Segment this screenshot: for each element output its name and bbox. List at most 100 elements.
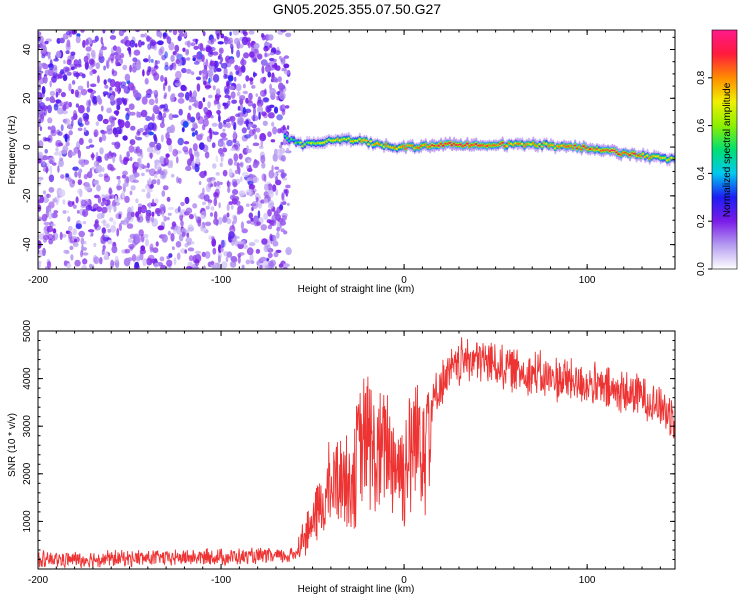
noise-cell bbox=[129, 39, 136, 48]
noise-cell bbox=[83, 174, 88, 180]
noise-cell bbox=[193, 266, 200, 269]
colorbar-label: Normalized spectral amplitude bbox=[722, 82, 733, 217]
noise-cell bbox=[245, 148, 252, 154]
noise-cell bbox=[130, 125, 136, 131]
noise-cell bbox=[201, 69, 208, 75]
noise-cell bbox=[235, 113, 240, 118]
noise-cell bbox=[236, 49, 241, 59]
noise-cell bbox=[279, 144, 283, 149]
noise-cell bbox=[253, 58, 258, 63]
noise-cell bbox=[203, 265, 206, 269]
x-tick-label: -100 bbox=[211, 275, 231, 286]
noise-cell bbox=[254, 134, 258, 140]
y-tick-label: 40 bbox=[22, 44, 33, 56]
noise-cell bbox=[65, 30, 72, 36]
noise-cell bbox=[148, 152, 154, 158]
noise-cell bbox=[276, 231, 280, 239]
noise-cell bbox=[85, 204, 93, 211]
noise-cell bbox=[122, 64, 128, 71]
noise-cell bbox=[228, 181, 231, 188]
noise-cell bbox=[170, 54, 175, 63]
noise-cell bbox=[195, 76, 202, 81]
noise-cell bbox=[159, 170, 165, 175]
noise-cell bbox=[71, 80, 76, 85]
noise-cell bbox=[227, 158, 233, 166]
noise-cell bbox=[128, 46, 132, 55]
noise-cell bbox=[223, 73, 228, 80]
noise-cell bbox=[48, 63, 54, 71]
noise-cell bbox=[109, 94, 115, 102]
noise-cell bbox=[92, 203, 99, 210]
noise-cell bbox=[38, 199, 42, 204]
noise-cell bbox=[216, 33, 220, 40]
noise-cell bbox=[65, 50, 70, 54]
noise-cell bbox=[101, 130, 107, 135]
noise-cell bbox=[228, 58, 235, 64]
noise-cell bbox=[260, 155, 266, 164]
noise-cell bbox=[55, 147, 59, 152]
noise-cell bbox=[230, 204, 234, 210]
noise-cell bbox=[178, 108, 183, 116]
noise-cell bbox=[230, 147, 236, 152]
noise-cell bbox=[65, 42, 71, 51]
noise-cell bbox=[140, 109, 148, 118]
noise-cell bbox=[172, 229, 177, 235]
noise-cell bbox=[45, 165, 49, 174]
noise-cell bbox=[242, 90, 248, 95]
y-tick-label: 3000 bbox=[22, 415, 33, 438]
noise-cell bbox=[186, 266, 193, 269]
noise-cell bbox=[234, 64, 239, 71]
noise-cell bbox=[164, 80, 168, 86]
noise-cell bbox=[217, 41, 224, 45]
noise-cell bbox=[279, 91, 286, 100]
noise-cell bbox=[267, 183, 273, 191]
noise-cell bbox=[67, 149, 73, 158]
noise-cell bbox=[165, 153, 170, 158]
noise-cell bbox=[146, 192, 151, 199]
noise-cell bbox=[101, 194, 106, 199]
noise-cell bbox=[47, 126, 51, 130]
noise-cell bbox=[168, 30, 172, 33]
noise-cell bbox=[187, 40, 191, 48]
noise-cell bbox=[259, 133, 267, 142]
noise-cell bbox=[265, 105, 271, 113]
noise-cell bbox=[208, 202, 211, 207]
noise-cell bbox=[260, 92, 263, 96]
colorbar-gradient bbox=[712, 30, 737, 269]
noise-cell bbox=[167, 85, 171, 92]
noise-cell bbox=[114, 255, 119, 263]
noise-cell bbox=[120, 81, 127, 86]
noise-cell bbox=[46, 193, 51, 198]
noise-cell bbox=[102, 118, 109, 125]
noise-cell bbox=[52, 228, 57, 234]
noise-cell bbox=[204, 171, 207, 177]
noise-cell bbox=[64, 133, 68, 143]
noise-cell bbox=[113, 110, 120, 115]
noise-cell bbox=[91, 166, 95, 170]
colorbar-tick-label: 0.0 bbox=[696, 262, 707, 276]
noise-cell bbox=[262, 97, 270, 103]
noise-cell bbox=[107, 57, 111, 63]
noise-cell bbox=[171, 221, 177, 228]
noise-cell bbox=[283, 189, 288, 194]
noise-cell bbox=[181, 127, 185, 133]
noise-cell bbox=[211, 264, 217, 269]
noise-cell bbox=[110, 259, 114, 269]
noise-cell bbox=[116, 97, 123, 106]
noise-cell bbox=[62, 199, 66, 205]
noise-cell bbox=[229, 31, 232, 36]
noise-cell bbox=[194, 151, 200, 158]
noise-cell bbox=[91, 53, 96, 60]
x-tick-label: 0 bbox=[401, 275, 407, 286]
noise-cell bbox=[59, 157, 64, 161]
noise-cell bbox=[224, 37, 231, 41]
noise-cell bbox=[268, 104, 275, 109]
noise-cell bbox=[214, 94, 222, 98]
snr-frame bbox=[37, 330, 676, 570]
noise-cell bbox=[232, 181, 238, 188]
noise-cell bbox=[249, 80, 254, 85]
noise-cell bbox=[142, 258, 147, 267]
noise-cell bbox=[122, 135, 128, 141]
noise-cell bbox=[38, 140, 44, 148]
noise-cell bbox=[261, 238, 268, 245]
